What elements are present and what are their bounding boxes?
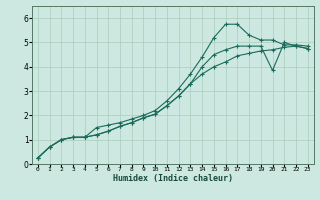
X-axis label: Humidex (Indice chaleur): Humidex (Indice chaleur) — [113, 174, 233, 183]
